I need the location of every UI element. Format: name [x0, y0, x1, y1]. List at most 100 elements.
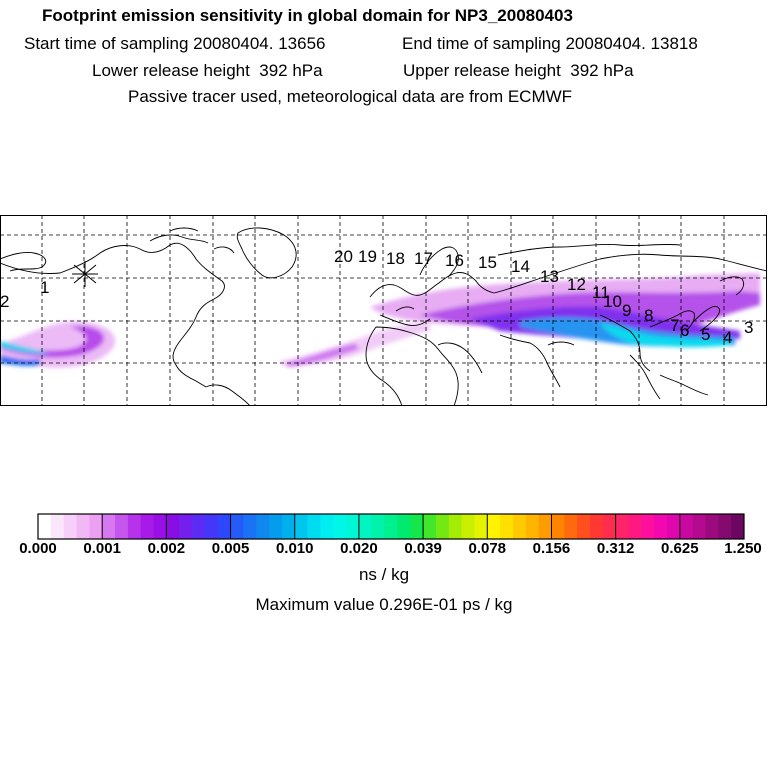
asia-outline — [493, 243, 768, 294]
africa-outline — [365, 326, 459, 406]
colorbar-swatch — [692, 514, 706, 539]
southeast-asia-outline — [629, 354, 709, 400]
colorbar-swatch — [628, 514, 642, 539]
trajectory-label: 7 — [670, 316, 679, 335]
colorbar-swatch — [294, 514, 308, 539]
trajectory-label: 8 — [644, 306, 653, 325]
north-america-outline — [0, 242, 225, 388]
trajectory-label: 14 — [511, 257, 530, 276]
south-asia-outline — [499, 334, 575, 388]
footprint-map: 20 19 18 17 16 15 14 13 12 11 10 9 8 7 6… — [0, 215, 768, 406]
colorbar-swatch — [217, 514, 231, 539]
colorbar-swatch — [76, 514, 90, 539]
upper-release-height: Upper release height 392 hPa — [403, 61, 634, 80]
colorbar-swatch — [487, 514, 501, 539]
colorbar-swatch — [397, 514, 411, 539]
sampling-end: End time of sampling 20080404. 13818 — [402, 34, 698, 53]
colorbar-unit: ns / kg — [358, 565, 410, 584]
colorbar-swatch — [654, 514, 668, 539]
colorbar-tick-label: 0.625 — [661, 540, 699, 557]
colorbar-tick-label: 1.250 — [724, 540, 762, 557]
colorbar-swatch — [281, 514, 296, 539]
trajectory-label: 2 — [0, 292, 9, 311]
colorbar-swatch — [602, 514, 617, 539]
arabia-outline — [437, 342, 483, 374]
kamchatka-outline — [719, 276, 745, 296]
alaska-outline — [0, 252, 47, 272]
maximum-value: Maximum value 0.296E-01 ps / kg — [255, 595, 513, 614]
colorbar-tick-label: 0.039 — [404, 540, 442, 557]
europe-outline — [369, 272, 495, 326]
scandinavia-outline — [419, 246, 459, 278]
colorbar-swatch — [140, 514, 154, 539]
colorbar-swatch — [204, 514, 219, 539]
trajectory-label: 15 — [478, 253, 497, 272]
colorbar-swatch — [358, 514, 373, 539]
sensitivity-field — [0, 273, 760, 368]
colorbar-frame — [37, 513, 745, 540]
colorbar-swatch — [192, 514, 206, 539]
colorbar-swatch — [423, 514, 437, 539]
trajectory-label: 9 — [622, 301, 631, 320]
colorbar-swatch — [115, 514, 129, 539]
colorbar-tick-label: 0.000 — [19, 540, 57, 557]
trajectory-label: 18 — [386, 249, 405, 268]
trajectory-label: 19 — [358, 247, 377, 266]
trajectory-label: 11 — [592, 283, 610, 302]
colorbar-swatch — [666, 514, 681, 539]
colorbar-swatch — [589, 514, 604, 539]
colorbar-swatch — [731, 514, 745, 539]
colorbar-swatch — [256, 514, 270, 539]
colorbar-swatch — [166, 514, 180, 539]
colorbar-tick-label: 0.002 — [148, 540, 186, 557]
colorbar-swatches — [38, 514, 745, 539]
colorbar-swatch — [243, 514, 257, 539]
colorbar-swatch — [127, 514, 142, 539]
colorbar-swatch — [718, 514, 732, 539]
colorbar-tick-label: 0.312 — [597, 540, 635, 557]
colorbar-swatch — [615, 514, 629, 539]
colorbar-swatch — [50, 514, 65, 539]
colorbar-swatch — [461, 514, 475, 539]
colorbar-tick-marks — [37, 514, 745, 539]
release-site-marker — [72, 261, 98, 287]
colorbar-swatch — [577, 514, 591, 539]
colorbar-tick-label: 0.078 — [468, 540, 506, 557]
colorbar-swatch — [230, 514, 244, 539]
colorbar-swatch — [102, 514, 116, 539]
colorbar-swatch — [89, 514, 103, 539]
colorbar-swatch — [538, 514, 552, 539]
colorbar-tick-label: 0.001 — [83, 540, 121, 557]
trajectory-label: 16 — [445, 251, 464, 270]
colorbar-tick-labels: 0.000 0.001 0.002 0.005 0.010 0.020 0.039 0.078… — [19, 540, 762, 557]
trajectory-label: 1 — [40, 278, 49, 297]
colorbar-swatch — [448, 514, 462, 539]
map-frame — [0, 215, 767, 406]
colorbar-swatch — [525, 514, 540, 539]
colorbar-swatch — [679, 514, 694, 539]
colorbar-tick-label: 0.020 — [340, 540, 378, 557]
trajectory-labels: 20 19 18 17 16 15 14 13 12 11 10 9 8 7 6… — [0, 247, 753, 347]
colorbar-swatch — [153, 514, 167, 539]
colorbar-tick-label: 0.156 — [533, 540, 571, 557]
sampling-start: Start time of sampling 20080404. 13656 — [24, 34, 326, 53]
trajectory-label: 20 — [334, 247, 353, 266]
canadian-arctic-outline — [149, 227, 235, 254]
colorbar-swatch — [512, 514, 527, 539]
colorbar-swatch — [269, 514, 283, 539]
colorbar-swatch — [500, 514, 514, 539]
colorbar-swatch — [307, 514, 321, 539]
colorbar-swatch — [333, 514, 347, 539]
trajectory-label: 13 — [540, 267, 559, 286]
trajectory-label: 10 — [603, 292, 622, 311]
trajectory-label: 5 — [701, 325, 710, 344]
colorbar-swatch — [474, 514, 488, 539]
trajectory-label: 12 — [567, 275, 586, 294]
trajectory-label: 3 — [744, 318, 753, 337]
lower-release-height: Lower release height 392 hPa — [92, 61, 323, 80]
trajectory-label: 17 — [414, 249, 433, 268]
colorbar-tick-label: 0.005 — [212, 540, 250, 557]
colorbar: 0.000 0.001 0.002 0.005 0.010 0.020 0.039 0.078… — [19, 513, 762, 557]
colorbar-swatch — [551, 514, 565, 539]
colorbar-swatch — [384, 514, 398, 539]
